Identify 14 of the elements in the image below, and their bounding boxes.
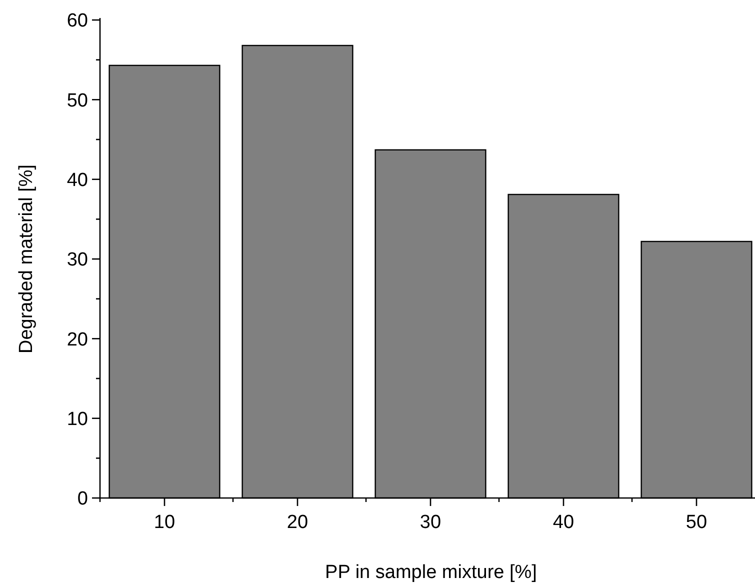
y-axis-title: Degraded material [%] (16, 164, 37, 354)
y-tick-label: 50 (66, 90, 88, 112)
x-tick-label: 10 (154, 512, 176, 533)
x-axis-title: PP in sample mixture [%] (325, 562, 537, 583)
y-tick-label: 30 (66, 250, 88, 271)
y-tick-label: 10 (66, 408, 88, 430)
x-tick-label: 40 (552, 512, 574, 533)
x-tick-label: 50 (686, 512, 708, 533)
y-tick-label: 20 (66, 329, 88, 350)
y-tick-label: 40 (66, 170, 88, 191)
x-tick-label: 30 (420, 512, 442, 533)
x-tick-label: 20 (286, 512, 308, 533)
y-tick-label: 0 (77, 488, 88, 510)
y-tick-label: 60 (66, 10, 88, 32)
